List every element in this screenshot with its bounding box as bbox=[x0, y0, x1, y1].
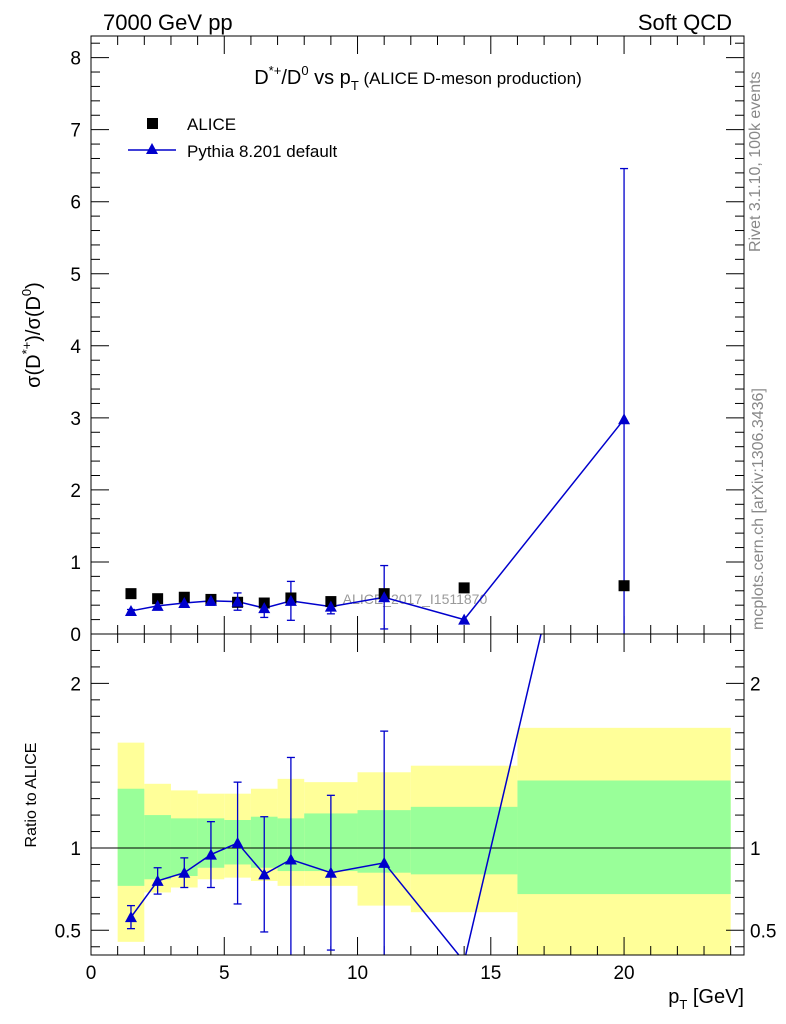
ratio-ytick-label-right: 1 bbox=[750, 839, 761, 860]
pythia-point bbox=[258, 602, 271, 614]
legend-marker-alice bbox=[147, 118, 158, 129]
alice-point bbox=[458, 582, 470, 594]
pythia-point bbox=[618, 413, 631, 425]
ratio-point bbox=[151, 874, 164, 886]
pythia-point bbox=[124, 604, 137, 616]
main-ytick-label: 4 bbox=[70, 337, 81, 358]
pythia-point bbox=[151, 599, 164, 611]
alice-point bbox=[152, 593, 164, 605]
alice-point bbox=[125, 588, 137, 600]
mcplots-label: mcplots.cern.ch [arXiv:1306.3436] bbox=[750, 388, 767, 630]
pythia-point bbox=[284, 594, 297, 606]
ratio-panel: 0.5 0.51 12 20 5 10 15 20 Ratio to ALICE pT [Ge… bbox=[23, 633, 776, 1012]
ratio-point bbox=[178, 866, 191, 878]
alice-point bbox=[618, 580, 630, 592]
pythia-point bbox=[204, 594, 217, 606]
xtick-label: 20 bbox=[613, 963, 634, 984]
main-ytick-label: 6 bbox=[70, 193, 81, 214]
ratio-point bbox=[231, 837, 244, 849]
ratio-ytick-label-right: 2 bbox=[750, 674, 761, 695]
main-ticks: 0 1 2 3 4 5 6 7 8 bbox=[70, 36, 744, 646]
ratio-bands bbox=[117, 727, 731, 955]
pythia-point bbox=[324, 600, 337, 612]
main-ytick-label: 3 bbox=[70, 409, 81, 430]
ratio-series bbox=[124, 634, 542, 955]
legend-label-pythia: Pythia 8.201 default bbox=[187, 142, 338, 161]
ratio-series-clipped bbox=[124, 634, 542, 955]
main-ytick-label: 8 bbox=[70, 49, 81, 70]
ratio-ylabel: Ratio to ALICE bbox=[23, 743, 40, 848]
main-ytick-label: 7 bbox=[70, 121, 81, 142]
main-panel: 0 1 2 3 4 5 6 7 8 ALICE_2017_I1511870 D*+/D0 vs … bbox=[19, 35, 745, 646]
watermark: ALICE_2017_I1511870 bbox=[343, 591, 488, 607]
ratio-point bbox=[258, 868, 271, 880]
main-ylabel: σ(D*+)/σ(D0) bbox=[19, 282, 45, 388]
legend-label-alice: ALICE bbox=[187, 115, 236, 134]
ratio-point bbox=[284, 853, 297, 865]
pythia-point bbox=[178, 597, 191, 609]
header-right: Soft QCD bbox=[638, 10, 732, 35]
legend-marker-pythia bbox=[146, 143, 158, 154]
pythia-point bbox=[458, 613, 471, 625]
main-series bbox=[124, 167, 631, 634]
ratio-band-inner bbox=[410, 806, 518, 875]
ratio-point bbox=[204, 848, 217, 860]
main-ytick-label: 0 bbox=[70, 625, 81, 646]
xtick-label: 5 bbox=[219, 963, 230, 984]
ratio-ytick-label: 0.5 bbox=[55, 921, 81, 942]
xtick-label: 15 bbox=[480, 963, 501, 984]
chart-title: D*+/D0 vs pT (ALICE D-meson production) bbox=[254, 63, 582, 93]
main-ytick-label: 5 bbox=[70, 265, 81, 286]
ratio-band-inner bbox=[517, 780, 731, 895]
header-left: 7000 GeV pp bbox=[103, 10, 233, 35]
legend: ALICE Pythia 8.201 default bbox=[128, 115, 338, 161]
ratio-ytick-label: 2 bbox=[70, 674, 81, 695]
x-axis-label: pT [GeV] bbox=[668, 986, 744, 1012]
ratio-band-inner bbox=[117, 788, 145, 886]
ratio-ytick-label-right: 0.5 bbox=[750, 921, 776, 942]
pythia-point bbox=[231, 595, 244, 607]
rivet-label: Rivet 3.1.10, 100k events bbox=[747, 71, 764, 252]
main-ytick-label: 2 bbox=[70, 481, 81, 502]
chart-subtitle: (ALICE D-meson production) bbox=[364, 69, 582, 88]
main-ytick-label: 1 bbox=[70, 553, 81, 574]
xtick-label: 0 bbox=[86, 963, 97, 984]
pythia-point bbox=[378, 591, 391, 603]
ratio-ytick-label: 1 bbox=[70, 839, 81, 860]
pythia-line bbox=[130, 418, 625, 621]
xtick-label: 10 bbox=[347, 963, 368, 984]
ratio-frame bbox=[90, 633, 745, 956]
ratio-point bbox=[378, 856, 391, 868]
ratio-point bbox=[124, 911, 137, 923]
ratio-point bbox=[324, 866, 337, 878]
